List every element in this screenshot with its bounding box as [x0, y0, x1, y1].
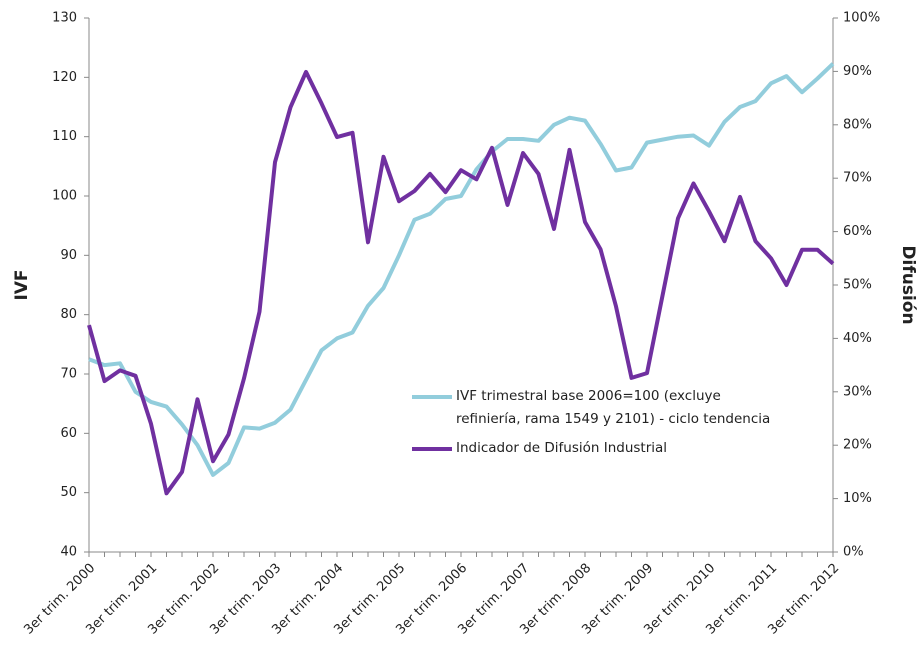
legend-swatch [412, 395, 452, 399]
legend: IVF trimestral base 2006=100 (excluye re… [412, 385, 772, 466]
legend-item: Indicador de Difusión Industrial [412, 437, 772, 460]
legend-swatch [412, 447, 452, 451]
y-tick-label: 40 [60, 545, 77, 560]
y2-tick-label: 80% [843, 117, 872, 132]
legend-label: IVF trimestral base 2006=100 (excluye re… [456, 388, 771, 427]
y2-tick-label: 20% [843, 438, 872, 453]
y2-tick-label: 60% [843, 224, 872, 239]
y2-tick-label: 70% [843, 171, 872, 186]
y-axis-title: IVF [12, 269, 32, 300]
legend-item: IVF trimestral base 2006=100 (excluye re… [412, 385, 772, 431]
y-tick-label: 130 [52, 11, 77, 26]
y-tick-label: 90 [60, 248, 77, 263]
y2-tick-label: 90% [843, 64, 872, 79]
y2-tick-label: 100% [843, 11, 880, 26]
y-tick-label: 60 [60, 426, 77, 441]
y-tick-label: 50 [60, 485, 77, 500]
y-tick-label: 100 [52, 189, 77, 204]
y2-tick-label: 50% [843, 278, 872, 293]
y-tick-label: 120 [52, 70, 77, 85]
y-tick-label: 80 [60, 307, 77, 322]
y-tick-label: 70 [60, 367, 77, 382]
legend-label: Indicador de Difusión Industrial [456, 440, 668, 456]
series-line [87, 69, 835, 496]
y2-axis-title: Difusión [898, 245, 918, 324]
y2-tick-label: 0% [843, 545, 864, 560]
y-tick-label: 110 [52, 129, 77, 144]
series-line [88, 62, 835, 477]
y2-tick-label: 30% [843, 384, 872, 399]
y2-tick-label: 40% [843, 331, 872, 346]
y2-tick-label: 10% [843, 491, 872, 506]
